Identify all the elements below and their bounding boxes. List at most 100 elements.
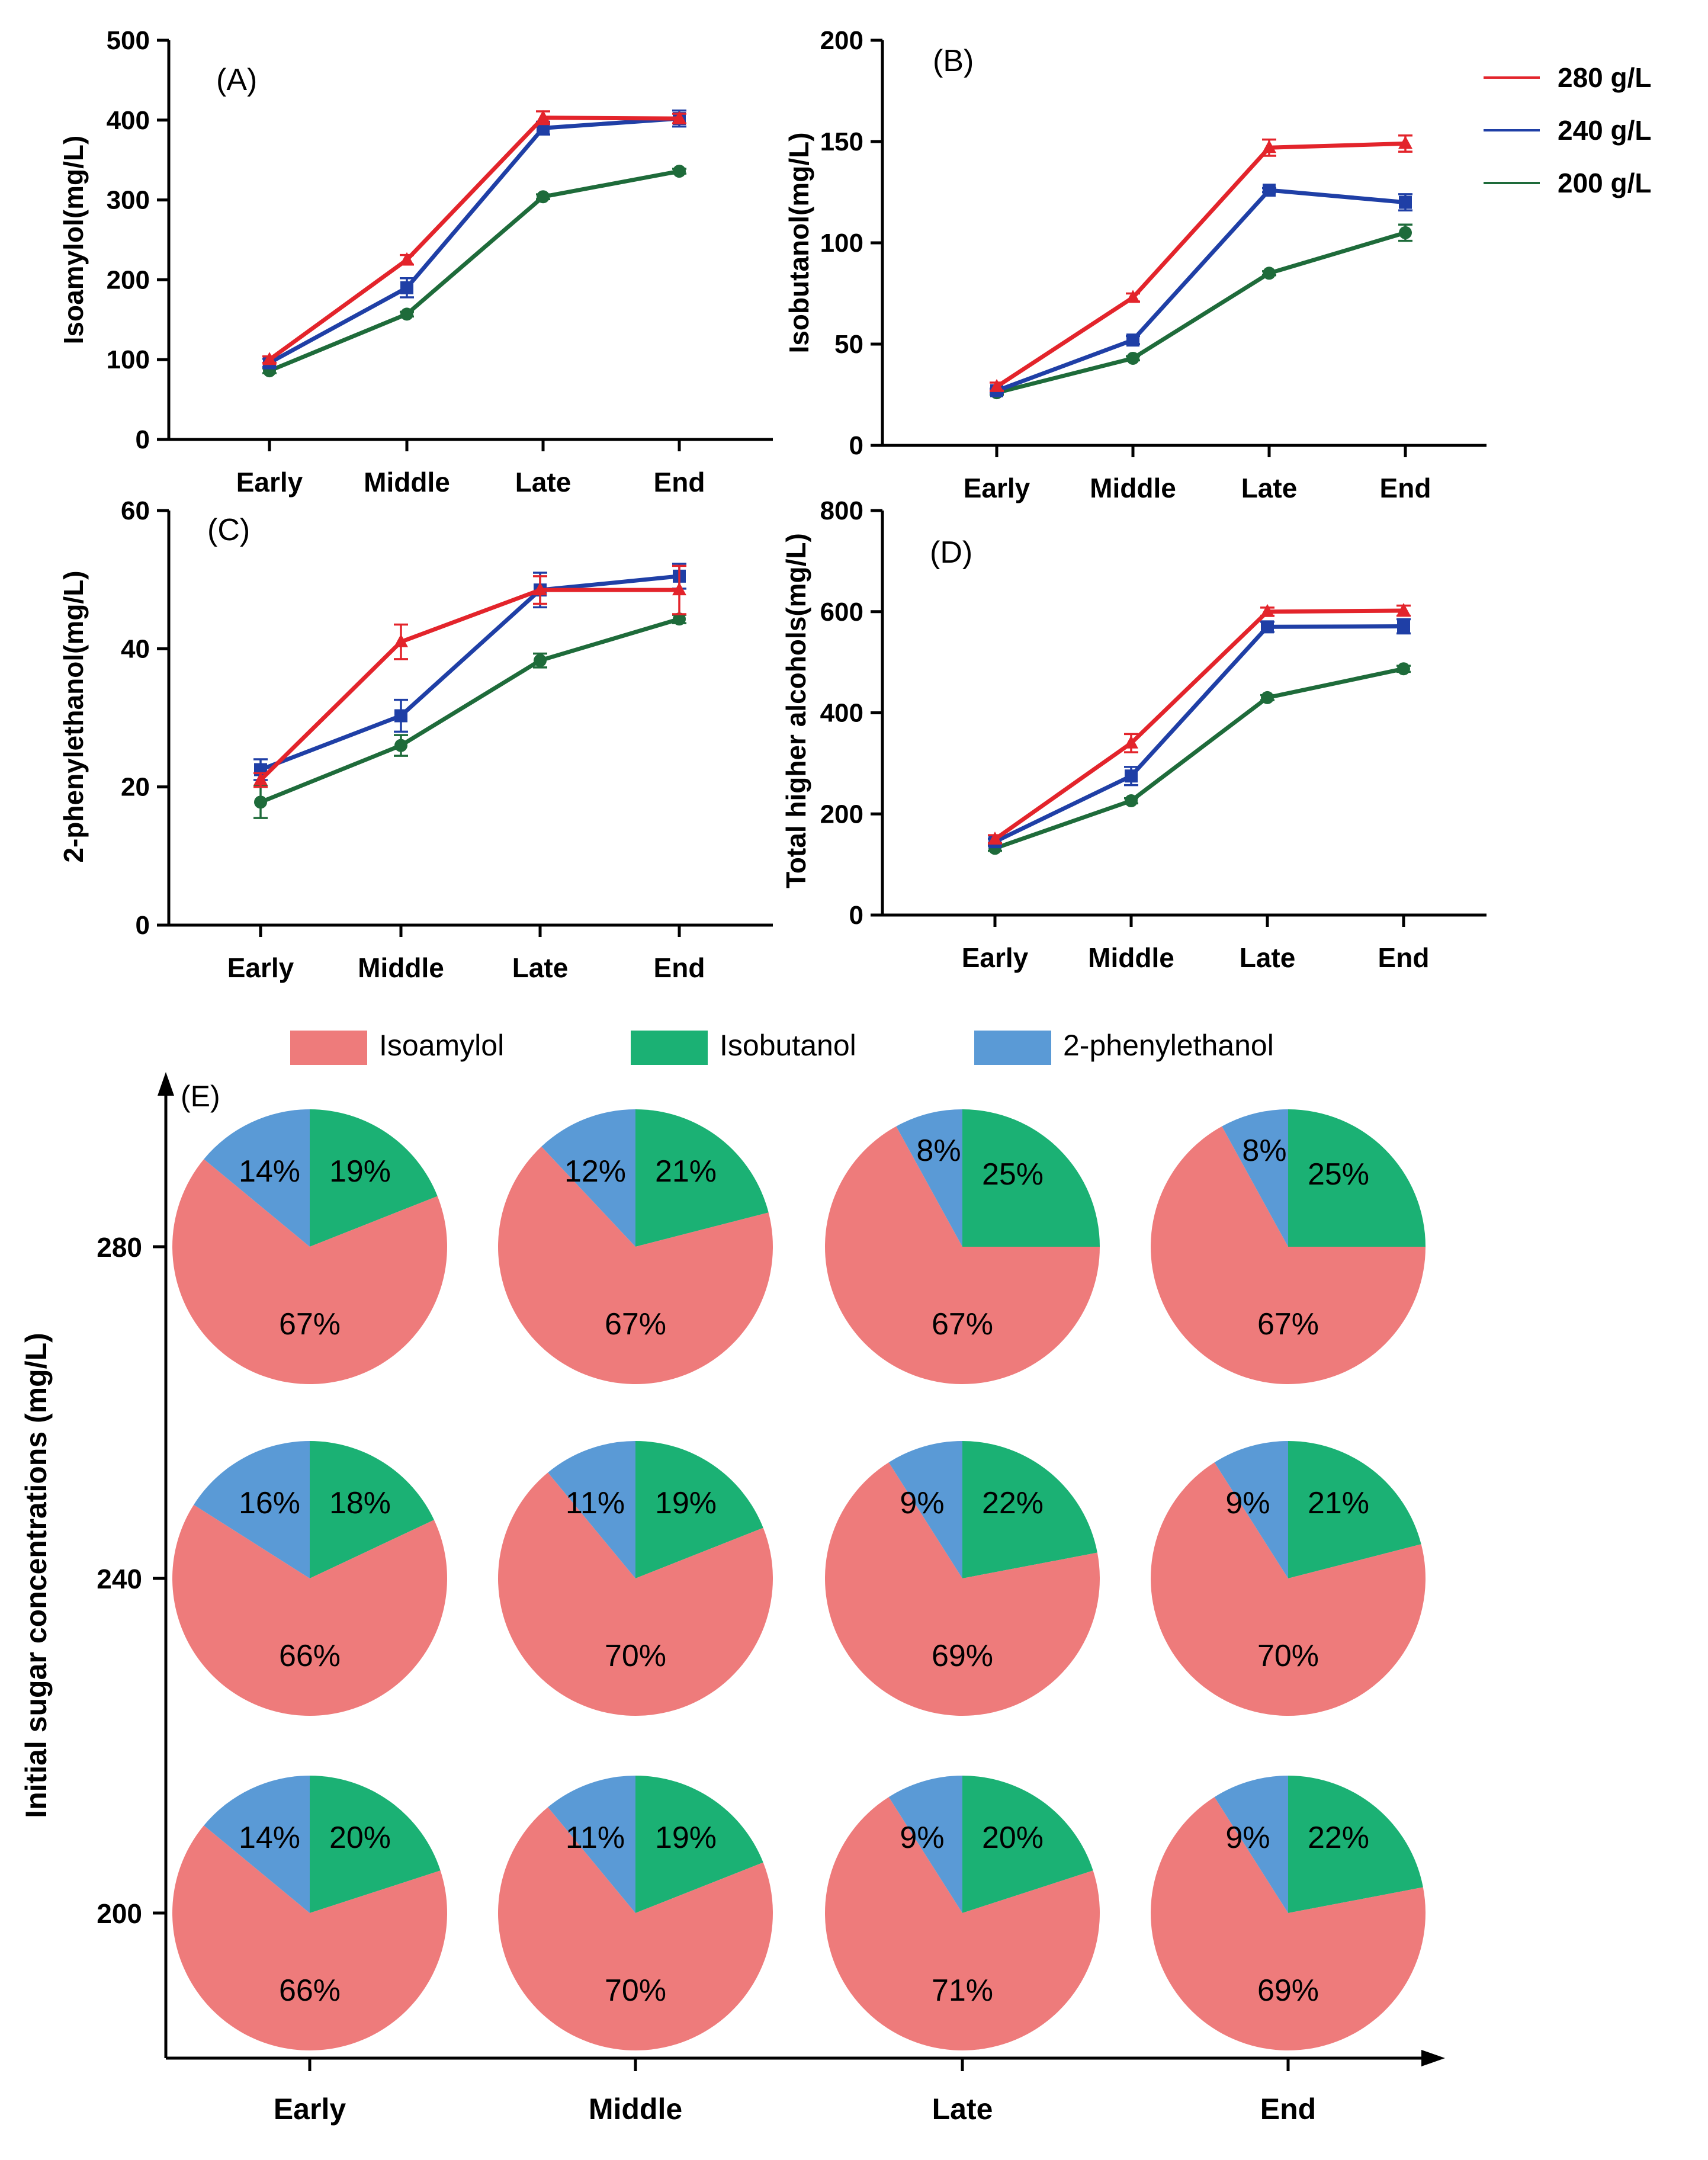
- pie-slice-isobutanol: [962, 1109, 1100, 1247]
- pie-label-2-phenylethanol: 11%: [566, 1821, 625, 1855]
- panel-c-line-chart: 0 20 40 60 Early Middle Late End (C) 2-phenyletha…: [58, 496, 773, 983]
- data-point: [1125, 794, 1138, 808]
- pie-slice-isoamylol: [172, 1825, 448, 2051]
- series-240-g-L: [262, 109, 686, 370]
- legend-pie-label: 2-phenylethanol: [1063, 1029, 1274, 1062]
- legend-pie-label: Isobutanol: [720, 1029, 856, 1062]
- pie-slice-2-phenylethanol: [541, 1109, 635, 1247]
- x-tick-label: Late: [1240, 942, 1296, 973]
- pie-label-isoamylol: 66%: [279, 1639, 341, 1673]
- series-line: [268, 169, 680, 373]
- pie-slice-2-phenylethanol: [204, 1109, 310, 1247]
- pie-200-early: 66% 20% 14%: [172, 1776, 448, 2051]
- series-280-g-L: [253, 564, 686, 788]
- pie-label-2-phenylethanol: 8%: [916, 1134, 961, 1168]
- panel-e-pie-grid: (E) Initial sugar concentrations (mg/L) 28…: [20, 1072, 1445, 2126]
- y-tick-label: 40: [121, 634, 150, 663]
- pie-label-2-phenylethanol: 9%: [900, 1486, 944, 1520]
- series-line: [993, 608, 1404, 841]
- data-point: [253, 772, 268, 785]
- pie-280-late: 67% 25% 8%: [825, 1109, 1100, 1384]
- panel-b-line-chart: 0 50 100 150 200 Early Middle Late End (B) Isobuta…: [784, 26, 1487, 503]
- y-tick-label: 280: [97, 1232, 142, 1263]
- pie-label-isoamylol: 69%: [932, 1639, 993, 1673]
- data-point: [1263, 184, 1276, 197]
- series-240-g-L: [988, 618, 1411, 849]
- pie-240-middle: 70% 19% 11%: [498, 1441, 773, 1716]
- series-line: [268, 115, 680, 362]
- series-280-g-L: [988, 603, 1411, 845]
- pie-label-isoamylol: 66%: [279, 1973, 341, 2008]
- y-tick-label: 100: [107, 345, 150, 374]
- panel-d-line-chart: 0 200 400 600 800 Early Middle Late End (D) Total …: [781, 496, 1487, 973]
- series-240-g-L: [253, 563, 686, 781]
- series-line: [996, 141, 1406, 389]
- data-point: [537, 190, 550, 204]
- pie-label-isoamylol: 69%: [1257, 1973, 1319, 2008]
- data-point: [990, 378, 1004, 392]
- x-tick-label: End: [1380, 473, 1431, 503]
- y-tick-label: 200: [820, 26, 863, 55]
- pie-slice-isobutanol: [962, 1441, 1097, 1578]
- y-axis-title: Isobutanol(mg/L): [784, 132, 814, 353]
- data-point: [1126, 290, 1140, 303]
- data-point: [262, 352, 277, 365]
- pie-label-isobutanol: 22%: [1308, 1821, 1369, 1855]
- x-tick-label: Middle: [589, 2092, 682, 2126]
- legend-pie-swatch: [974, 1031, 1051, 1065]
- pie-label-isoamylol: 70%: [605, 1639, 666, 1673]
- e-x-axis-arrow: [1421, 2050, 1445, 2066]
- line-legend: 280 g/L 240 g/L 200 g/L: [1484, 62, 1652, 198]
- y-tick-label: 240: [97, 1564, 142, 1594]
- pie-label-isobutanol: 25%: [1308, 1157, 1369, 1192]
- pie-slice-isoamylol: [498, 1807, 773, 2050]
- data-point: [673, 612, 686, 626]
- pie-slice-isoamylol: [825, 1126, 1100, 1384]
- data-point: [400, 252, 414, 265]
- x-tick-label: Late: [515, 467, 572, 498]
- series-line: [996, 188, 1406, 393]
- pie-label-isobutanol: 21%: [655, 1154, 717, 1189]
- pie-slice-isoamylol: [1151, 1462, 1426, 1716]
- panel-label: (E): [181, 1080, 220, 1113]
- pie-label-2-phenylethanol: 11%: [566, 1486, 625, 1520]
- pie-280-middle: 67% 21% 12%: [497, 1109, 773, 1384]
- panel-label: (C): [207, 513, 250, 547]
- panel-a-line-chart: 0 100 200 300 400 500 Early Middle Late End (A) Iso…: [58, 26, 773, 498]
- series-200-g-L: [990, 223, 1412, 400]
- data-point: [1397, 620, 1410, 633]
- data-point: [672, 582, 686, 596]
- data-point: [1262, 140, 1276, 153]
- data-point: [1399, 226, 1412, 239]
- data-point: [673, 165, 686, 178]
- pie-label-2-phenylethanol: 9%: [900, 1821, 944, 1855]
- x-tick-label: Middle: [364, 467, 450, 498]
- series-200-g-L: [262, 165, 686, 378]
- pie-label-isobutanol: 18%: [329, 1486, 391, 1520]
- pie-label-isoamylol: 67%: [1257, 1307, 1319, 1341]
- pie-240-late: 69% 22% 9%: [825, 1441, 1100, 1716]
- x-tick-label: Late: [932, 2092, 993, 2126]
- pie-slice-2-phenylethanol: [1214, 1441, 1288, 1578]
- data-point: [1263, 267, 1276, 280]
- data-point: [672, 111, 686, 124]
- pie-label-2-phenylethanol: 8%: [1242, 1134, 1286, 1168]
- pie-slice-isobutanol: [635, 1776, 763, 1913]
- pie-slice-isoamylol: [1151, 1797, 1426, 2050]
- pie-label-2-phenylethanol: 14%: [239, 1821, 300, 1855]
- data-point: [536, 110, 550, 123]
- pie-slice-2-phenylethanol: [548, 1776, 635, 1913]
- pie-slice-isoamylol: [172, 1504, 447, 1716]
- y-tick-label: 200: [820, 800, 863, 829]
- y-tick-label: 500: [107, 26, 150, 55]
- data-point: [394, 634, 408, 647]
- pie-label-isobutanol: 20%: [329, 1821, 391, 1855]
- data-point: [254, 795, 267, 809]
- series-line: [996, 230, 1406, 395]
- legend-pie-swatch: [290, 1031, 367, 1065]
- pie-label-2-phenylethanol: 9%: [1225, 1486, 1270, 1520]
- data-point: [1399, 195, 1412, 209]
- pie-slice-isobutanol: [1288, 1109, 1426, 1247]
- series-line: [259, 574, 680, 772]
- pie-label-2-phenylethanol: 9%: [1225, 1821, 1270, 1855]
